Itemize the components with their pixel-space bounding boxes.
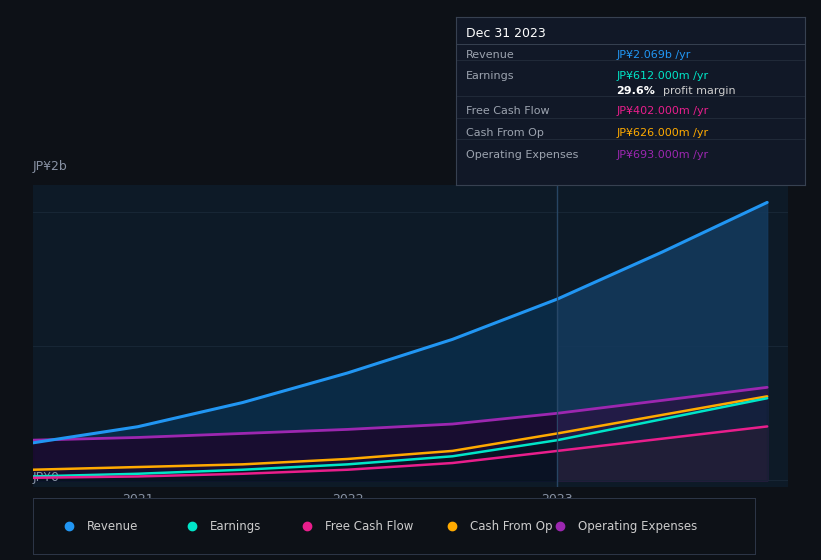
Text: Cash From Op: Cash From Op — [466, 128, 544, 138]
Text: Free Cash Flow: Free Cash Flow — [325, 520, 414, 533]
Text: Dec 31 2023: Dec 31 2023 — [466, 27, 546, 40]
Text: JP¥0: JP¥0 — [33, 471, 60, 484]
Text: profit margin: profit margin — [663, 86, 736, 96]
Text: JP¥612.000m /yr: JP¥612.000m /yr — [616, 71, 709, 81]
Text: 29.6%: 29.6% — [616, 86, 655, 96]
Text: JP¥2b: JP¥2b — [33, 160, 67, 172]
Text: Operating Expenses: Operating Expenses — [466, 150, 579, 160]
Text: Revenue: Revenue — [87, 520, 139, 533]
Text: JP¥2.069b /yr: JP¥2.069b /yr — [616, 50, 690, 60]
Text: Earnings: Earnings — [210, 520, 261, 533]
Text: Revenue: Revenue — [466, 50, 515, 60]
Text: JP¥402.000m /yr: JP¥402.000m /yr — [616, 106, 709, 116]
Text: Earnings: Earnings — [466, 71, 515, 81]
Text: JP¥626.000m /yr: JP¥626.000m /yr — [616, 128, 709, 138]
Text: Operating Expenses: Operating Expenses — [578, 520, 698, 533]
Text: JP¥693.000m /yr: JP¥693.000m /yr — [616, 150, 709, 160]
Text: Free Cash Flow: Free Cash Flow — [466, 106, 550, 116]
Text: Cash From Op: Cash From Op — [470, 520, 553, 533]
